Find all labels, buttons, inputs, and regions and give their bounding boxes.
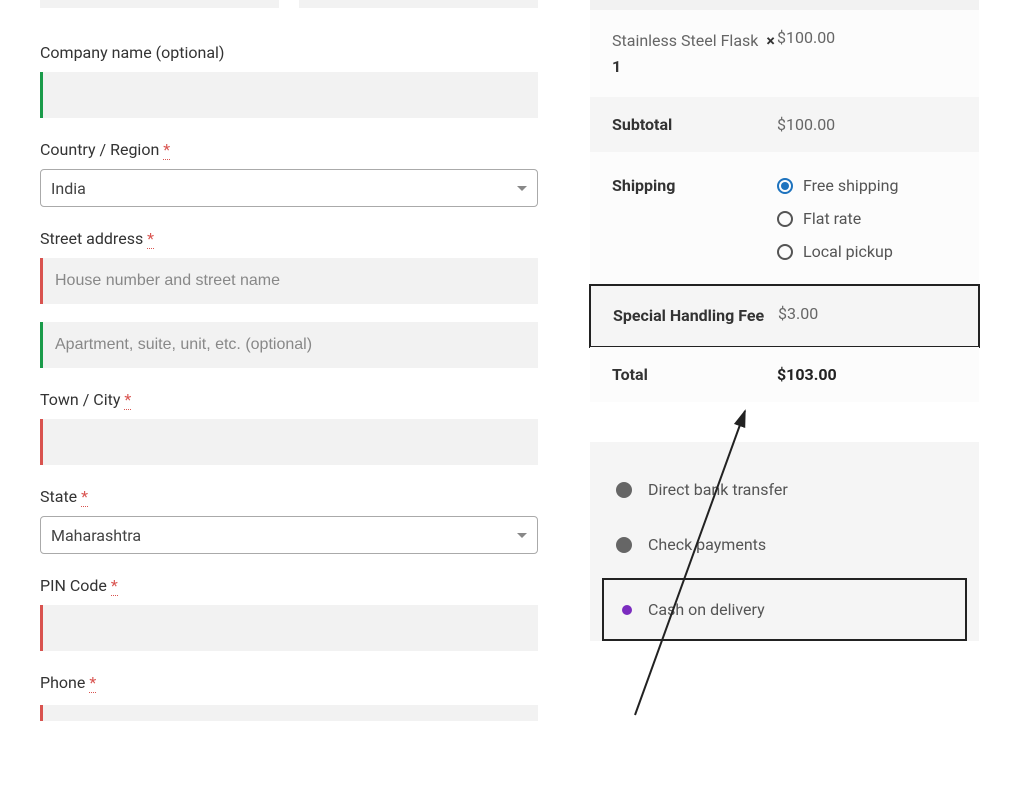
chevron-down-icon: [517, 533, 527, 538]
pin-label-text: PIN Code: [40, 576, 107, 595]
fee-label: Special Handling Fee: [613, 304, 778, 328]
fee-value: $3.00: [778, 304, 956, 328]
country-select[interactable]: India: [40, 169, 538, 207]
total-label: Total: [612, 365, 777, 384]
name-field-cap-1: [40, 0, 279, 8]
name-field-cap-2: [299, 0, 538, 8]
pin-label: PIN Code *: [40, 576, 555, 595]
street-label: Street address *: [40, 229, 555, 248]
company-label: Company name (optional): [40, 43, 555, 62]
required-mark: *: [111, 576, 118, 596]
subtotal-label: Subtotal: [612, 115, 777, 134]
handling-fee-row: Special Handling Fee $3.00: [589, 284, 980, 348]
state-label-text: State: [40, 487, 77, 506]
shipping-flat-label: Flat rate: [803, 209, 861, 228]
country-label-text: Country / Region: [40, 140, 159, 159]
street-input[interactable]: [40, 258, 538, 304]
required-mark: *: [163, 140, 170, 160]
country-label: Country / Region *: [40, 140, 555, 159]
state-select[interactable]: Maharashtra: [40, 516, 538, 554]
required-mark: *: [89, 673, 96, 693]
radio-selected-icon: [622, 605, 632, 615]
payment-bank-label: Direct bank transfer: [648, 480, 788, 499]
shipping-free-label: Free shipping: [803, 176, 899, 195]
state-label: State *: [40, 487, 555, 506]
phone-label: Phone *: [40, 673, 555, 692]
city-label: Town / City *: [40, 390, 555, 409]
street2-input[interactable]: [40, 322, 538, 368]
shipping-option-flat[interactable]: Flat rate: [777, 209, 957, 228]
total-value: $103.00: [777, 365, 957, 384]
product-row: Stainless Steel Flask × 1 $100.00: [590, 10, 979, 97]
payment-check[interactable]: Check payments: [590, 517, 979, 572]
chevron-down-icon: [517, 186, 527, 191]
total-row: Total $103.00: [590, 347, 979, 402]
shipping-option-local[interactable]: Local pickup: [777, 242, 957, 261]
payment-bank[interactable]: Direct bank transfer: [590, 462, 979, 517]
radio-icon: [616, 537, 632, 553]
product-price: $100.00: [777, 28, 957, 79]
city-input[interactable]: [40, 419, 538, 465]
required-mark: *: [147, 229, 154, 249]
phone-input[interactable]: [40, 705, 538, 721]
payment-cod-highlight: Cash on delivery: [602, 578, 967, 641]
radio-icon: [777, 178, 793, 194]
shipping-local-label: Local pickup: [803, 242, 893, 261]
shipping-option-free[interactable]: Free shipping: [777, 176, 957, 195]
subtotal-row: Subtotal $100.00: [590, 97, 979, 152]
payment-methods: Direct bank transfer Check payments Cash…: [590, 442, 979, 641]
order-summary: Stainless Steel Flask × 1 $100.00 Subtot…: [590, 0, 979, 402]
shipping-label: Shipping: [612, 176, 777, 195]
shipping-row: Shipping Free shipping Flat rate Local p…: [590, 152, 979, 285]
payment-cod-label: Cash on delivery: [648, 600, 765, 619]
subtotal-value: $100.00: [777, 115, 957, 134]
radio-icon: [777, 244, 793, 260]
payment-check-label: Check payments: [648, 535, 766, 554]
product-name: Stainless Steel Flask: [612, 31, 758, 50]
pin-input[interactable]: [40, 605, 538, 651]
phone-label-text: Phone: [40, 673, 85, 692]
required-mark: *: [81, 487, 88, 507]
city-label-text: Town / City: [40, 390, 120, 409]
order-header-cap: [590, 0, 979, 10]
state-value: Maharashtra: [51, 526, 141, 545]
country-value: India: [51, 179, 86, 198]
required-mark: *: [124, 390, 131, 410]
payment-cod[interactable]: Cash on delivery: [618, 594, 951, 625]
company-input[interactable]: [40, 72, 538, 118]
radio-icon: [616, 482, 632, 498]
street-label-text: Street address: [40, 229, 143, 248]
radio-icon: [777, 211, 793, 227]
